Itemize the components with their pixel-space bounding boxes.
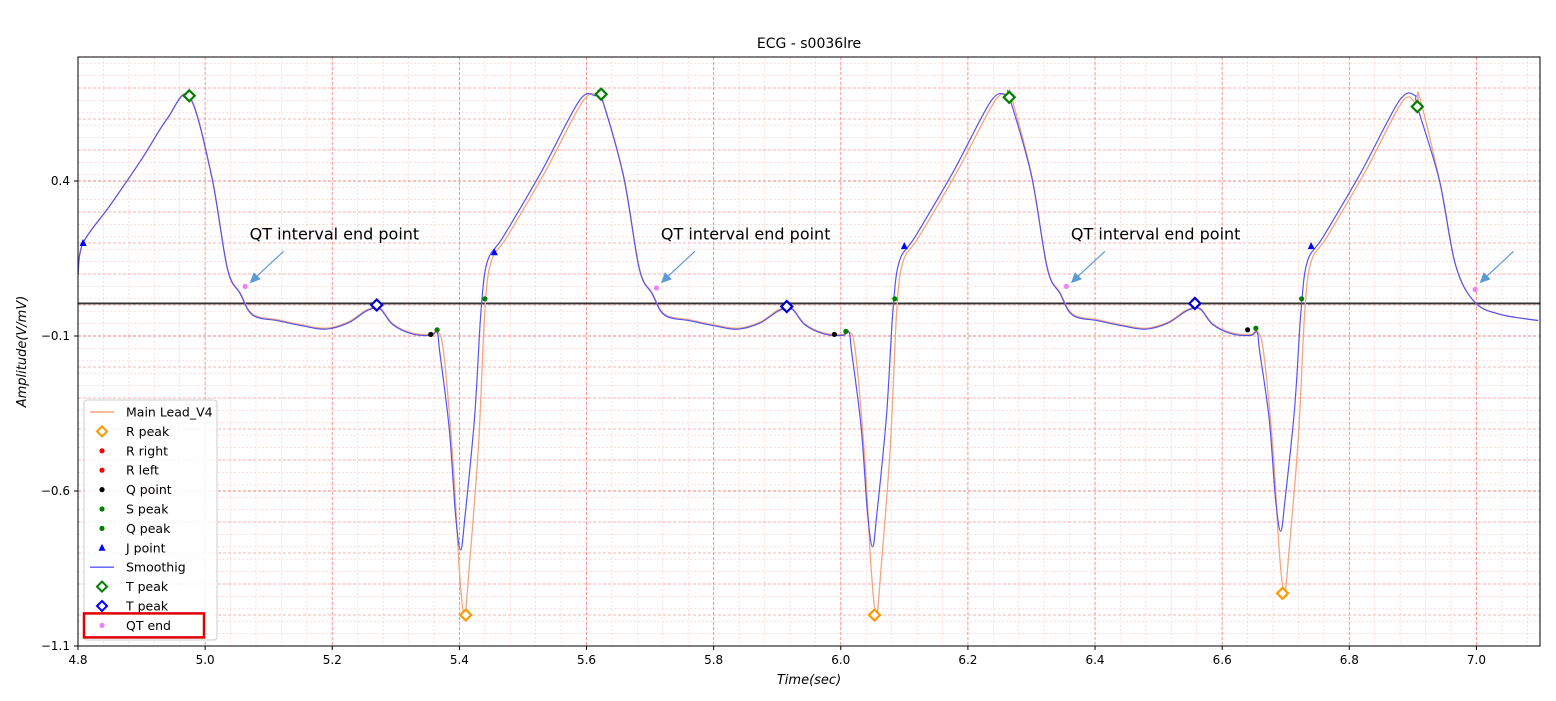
qt-end-marker [653, 285, 660, 291]
annotation-arrow-shaft [1075, 250, 1106, 279]
y-tick-label: −1.1 [41, 639, 70, 653]
annotation-arrow-head [1479, 272, 1491, 284]
x-tick-label: 5.6 [577, 653, 596, 667]
x-tick-label: 4.8 [68, 653, 87, 667]
major-grid [77, 56, 1540, 647]
t-peak-marker [594, 87, 609, 102]
y-tick-label: 0.4 [51, 174, 70, 188]
y-tick-label: −0.1 [41, 329, 70, 343]
q-point-marker [428, 331, 434, 338]
t-peak-blue-marker [1187, 296, 1202, 311]
r-peak-marker [867, 607, 882, 623]
j-point-marker [1307, 242, 1315, 250]
t-peak-blue-marker [369, 297, 384, 313]
r-peak-marker [1275, 586, 1290, 601]
legend-swatch-dot [99, 448, 105, 454]
chart-title: ECG - s0036lre [757, 36, 861, 52]
x-tick-label: 5.0 [196, 653, 215, 667]
annotation-label: QT interval end point [661, 224, 831, 243]
s-peak-marker [482, 296, 488, 302]
qt-end-marker [1063, 283, 1070, 289]
t-peak-marker [1002, 90, 1017, 105]
legend-label: T peak [125, 599, 169, 614]
legend-swatch-diamond [95, 580, 109, 594]
legend-label: Q peak [126, 521, 171, 536]
legend-label: R peak [126, 424, 170, 439]
q-point-marker [831, 331, 838, 338]
x-tick-label: 6.4 [1085, 653, 1104, 667]
x-tick-label: 6.6 [1213, 653, 1232, 667]
legend-swatch-dot [99, 525, 105, 532]
minor-grid [77, 57, 1540, 647]
r-peak-marker [458, 607, 473, 623]
annotation-arrow-head [660, 272, 672, 284]
x-tick-label: 6.2 [958, 653, 977, 667]
legend-swatch-diamond [95, 424, 109, 438]
legend-label: T peak [125, 579, 169, 594]
y-axis-label: Amplitude(V/mV) [15, 296, 30, 409]
t-peak-marker [182, 88, 197, 103]
legend-label: Q point [126, 482, 172, 497]
legend-label: S peak [126, 502, 169, 517]
legend-label: QT end [126, 618, 171, 633]
main-lead-v4-line [77, 89, 1539, 616]
s-peak-marker [1299, 296, 1305, 302]
legend-swatch-dot [99, 506, 105, 512]
markers-layer [79, 87, 1478, 623]
legend-highlight-box [82, 612, 206, 639]
q-peak-marker [1253, 325, 1259, 331]
annotation-label: QT interval end point [250, 224, 420, 243]
x-tick-label: 6.0 [831, 653, 850, 667]
x-tick-label: 5.2 [323, 653, 342, 667]
annotations-layer: QT interval end point QT interval end poi… [249, 224, 1515, 284]
annotation-arrow-head [1070, 272, 1082, 284]
legend-swatch-dot [99, 622, 105, 629]
q-peak-marker [434, 327, 440, 333]
ticks-layer: 4.8 5.0 5.2 5.4 5.6 5.8 6.0 6.2 6.4 6.6 6.8 7.0 0.4 −… [41, 174, 1486, 667]
t-peak-blue-marker [779, 299, 794, 314]
legend-box [83, 399, 218, 641]
x-tick-label: 5.4 [450, 653, 469, 667]
legend-swatch-dot [99, 487, 105, 493]
legend-label: Smoothig [126, 560, 186, 575]
annotation-arrow-shaft [1484, 250, 1515, 279]
legend-swatch-diamond [95, 599, 109, 613]
annotation-label: QT interval end point [1071, 224, 1241, 243]
j-point-marker [79, 239, 87, 246]
series-layer [77, 89, 1540, 616]
legend-label: R right [126, 443, 168, 458]
x-tick-label: 6.8 [1340, 653, 1359, 667]
j-point-marker [900, 242, 908, 250]
t-peak-marker [1410, 99, 1425, 114]
x-axis-label: Time(sec) [777, 673, 841, 688]
legend-swatch-triangle [98, 543, 106, 551]
legend-label: J point [125, 540, 166, 555]
q-peak-marker [843, 328, 849, 334]
q-point-marker [1245, 327, 1251, 333]
legend-swatch-dot [99, 467, 105, 473]
legend-label: Main Lead_V4 [126, 405, 213, 420]
j-point-marker [490, 248, 498, 256]
annotation-arrow-shaft [665, 250, 696, 279]
annotation-arrow-shaft [254, 250, 285, 279]
legend: Main Lead_V4 R peak R right R left Q point S … [82, 399, 218, 641]
qt-end-marker [1472, 286, 1478, 293]
s-peak-marker [892, 296, 898, 302]
legend-label: R left [126, 463, 159, 478]
x-tick-label: 7.0 [1467, 653, 1486, 667]
annotation-arrow-head [249, 272, 261, 284]
y-tick-label: −0.6 [41, 484, 70, 498]
x-tick-label: 5.8 [704, 653, 723, 667]
smoothing-line [77, 89, 1539, 551]
plot-frame [77, 56, 1541, 647]
qt-end-marker [242, 283, 248, 289]
